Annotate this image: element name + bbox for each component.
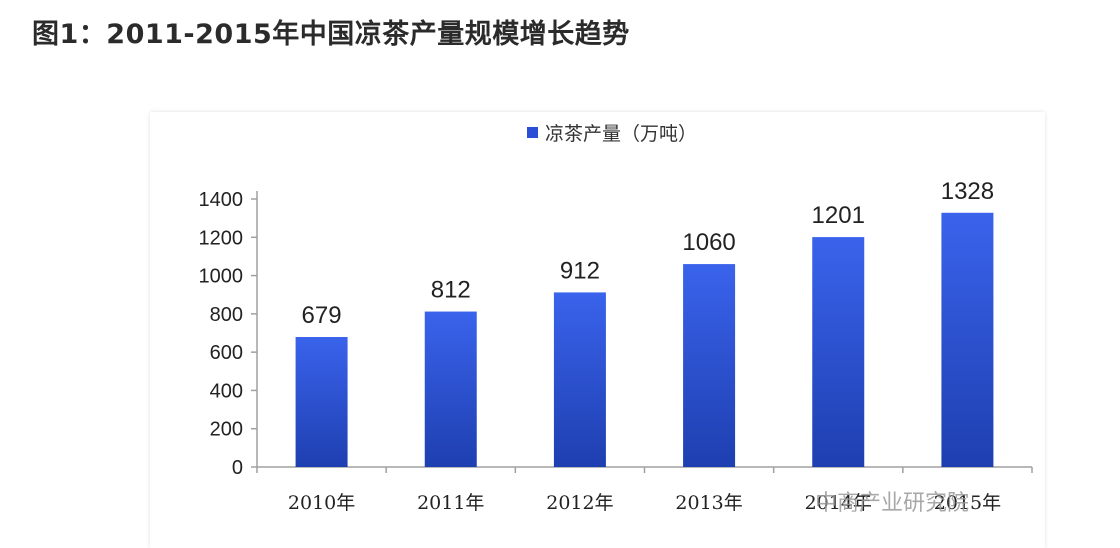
value-label: 1201 xyxy=(812,202,865,229)
value-label: 812 xyxy=(431,277,471,304)
bar-chart: 凉茶产量（万吨） 0 200 400 600 800 1000 1200 1400 679 81… xyxy=(199,123,1033,516)
x-tick-label: 2011年 xyxy=(417,492,484,514)
value-label: 679 xyxy=(302,302,342,329)
y-tick-label: 800 xyxy=(210,304,243,326)
chart-axes xyxy=(256,191,1033,473)
y-tick-label: 1200 xyxy=(199,227,244,249)
x-tick-label: 2013年 xyxy=(675,492,742,514)
y-axis-ticks: 0 200 400 600 800 1000 1200 1400 xyxy=(199,189,257,479)
x-axis-labels: 2010年 2011年 2012年 2013年 2014年 2015年 xyxy=(288,492,1001,514)
y-tick-label: 200 xyxy=(210,419,243,441)
value-label: 1060 xyxy=(682,229,735,256)
y-tick-label: 0 xyxy=(232,457,243,479)
value-labels: 679 812 912 1060 1201 1328 xyxy=(302,178,995,329)
x-tick-label: 2010年 xyxy=(288,492,355,514)
legend-swatch xyxy=(527,127,538,138)
legend-label: 凉茶产量（万吨） xyxy=(545,123,697,145)
value-label: 912 xyxy=(560,257,600,284)
bar-2012年 xyxy=(553,292,606,467)
x-tick-label: 2015年 xyxy=(934,492,1001,514)
y-tick-label: 600 xyxy=(210,342,243,364)
y-tick-label: 400 xyxy=(210,380,243,402)
bars xyxy=(295,212,994,467)
watermark: 中商产业研究院 xyxy=(815,491,969,516)
x-tick-label: 2014年 xyxy=(805,492,872,514)
bar-2015年 xyxy=(941,212,994,467)
chart-legend: 凉茶产量（万吨） xyxy=(527,123,697,145)
x-tick-label: 2012年 xyxy=(546,492,613,514)
bar-2013年 xyxy=(683,264,736,467)
y-tick-label: 1000 xyxy=(199,266,244,288)
bar-2014年 xyxy=(812,237,865,467)
bar-2010年 xyxy=(295,337,348,467)
bar-2011年 xyxy=(424,311,477,467)
page-title: 图1：2011-2015年中国凉茶产量规模增长趋势 xyxy=(32,19,630,50)
chart-frame: 凉茶产量（万吨） 0 200 400 600 800 1000 1200 1400 679 81… xyxy=(150,112,1045,548)
y-tick-label: 1400 xyxy=(199,189,244,211)
value-label: 1328 xyxy=(941,178,994,205)
